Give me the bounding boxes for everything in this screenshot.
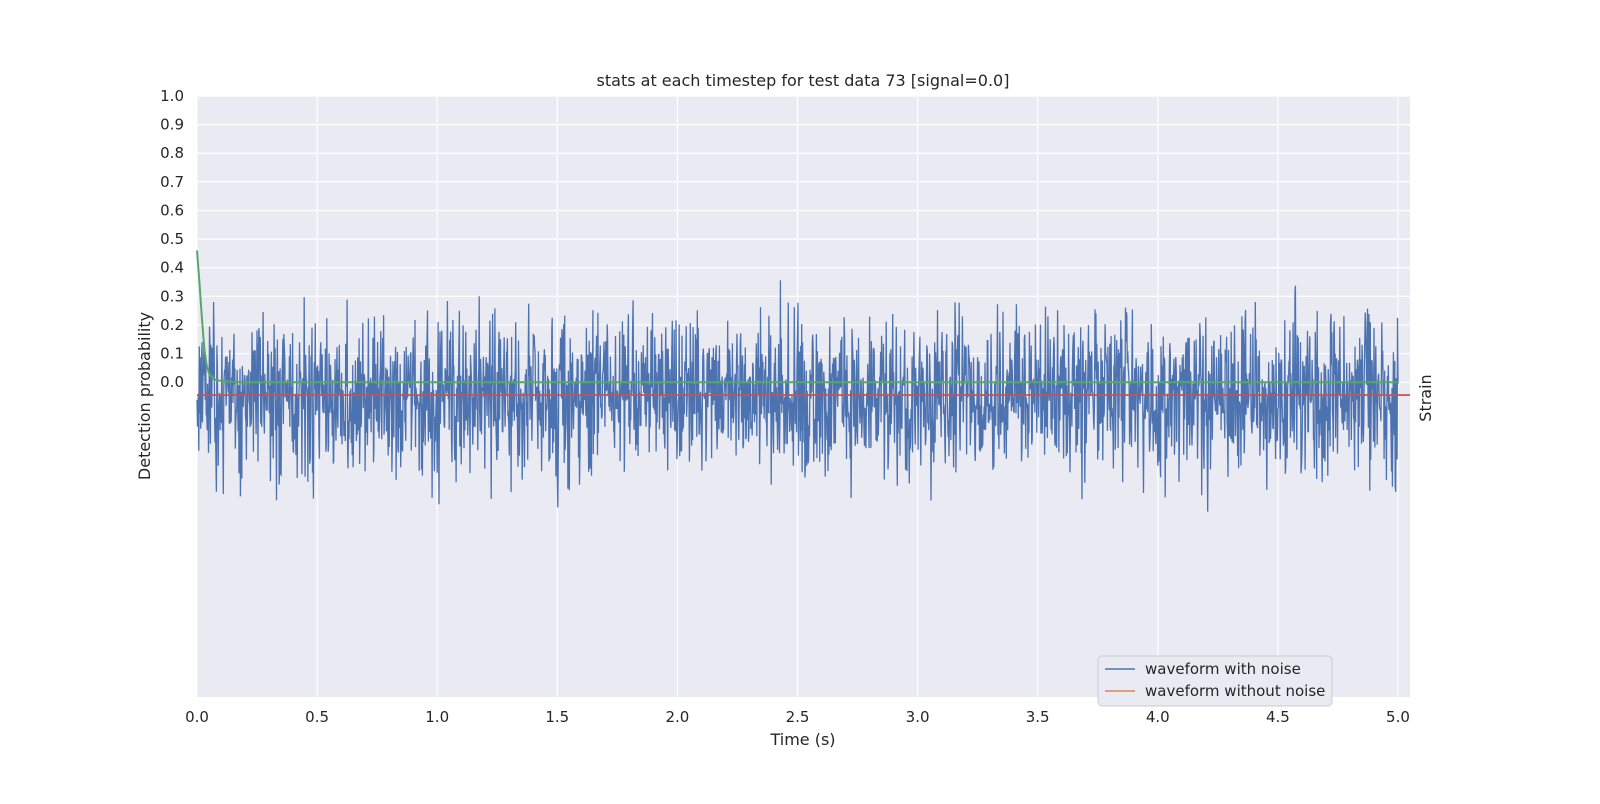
chart-title: stats at each timestep for test data 73 …	[597, 71, 1010, 90]
y-axis-right-label: Strain	[1416, 374, 1435, 421]
y-tick-label: 0.4	[160, 259, 184, 277]
legend-label-waveform-with-noise: waveform with noise	[1145, 660, 1301, 678]
y-tick-label: 0.2	[160, 316, 184, 334]
series-detection-probability	[196, 250, 1398, 384]
legend-label-waveform-without-noise: waveform without noise	[1145, 682, 1325, 700]
legend: waveform with noise waveform without noi…	[1097, 655, 1333, 707]
y-axis-ticks: 0.0 0.1 0.2 0.3 0.4 0.5 0.6 0.7 0.8 0.9 1.0	[160, 87, 184, 391]
y-tick-label: 0.3	[160, 287, 184, 305]
x-tick-label: 0.0	[185, 708, 209, 726]
series-layer	[196, 250, 1410, 512]
y-tick-label: 0.1	[160, 345, 184, 363]
x-tick-label: 3.5	[1026, 708, 1050, 726]
y-tick-label: 0.0	[160, 373, 184, 391]
y-tick-label: 0.7	[160, 173, 184, 191]
y-tick-label: 0.9	[160, 116, 184, 134]
x-tick-label: 3.0	[906, 708, 930, 726]
x-tick-label: 0.5	[305, 708, 329, 726]
series-waveform-with-noise	[196, 280, 1399, 512]
y-tick-label: 0.8	[160, 144, 184, 162]
x-tick-label: 5.0	[1386, 708, 1410, 726]
y-axis-label: Detection probability	[135, 312, 154, 480]
x-tick-label: 4.0	[1146, 708, 1170, 726]
x-tick-label: 1.0	[425, 708, 449, 726]
x-tick-label: 2.5	[786, 708, 810, 726]
legend-box	[1097, 655, 1333, 707]
y-tick-label: 1.0	[160, 87, 184, 105]
x-tick-label: 2.0	[665, 708, 689, 726]
x-axis-ticks: 0.0 0.5 1.0 1.5 2.0 2.5 3.0 3.5 4.0 4.5 5.0	[185, 708, 1410, 726]
x-axis-label: Time (s)	[769, 730, 835, 749]
y-tick-label: 0.6	[160, 201, 184, 219]
y-tick-label: 0.5	[160, 230, 184, 248]
x-tick-label: 1.5	[545, 708, 569, 726]
x-tick-label: 4.5	[1266, 708, 1290, 726]
